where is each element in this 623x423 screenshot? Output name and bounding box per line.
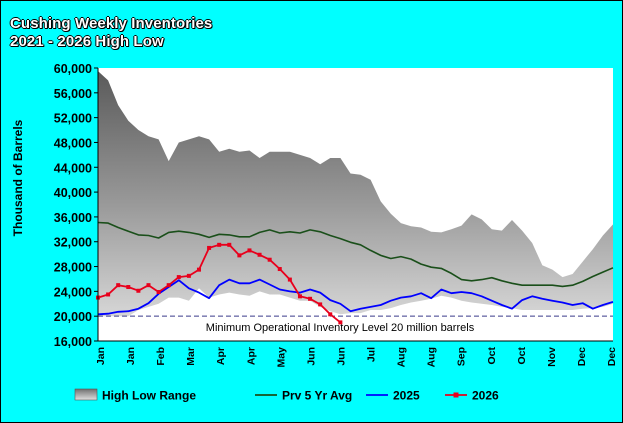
x-tick-label: Jun — [336, 347, 348, 366]
x-tick-label: Oct — [516, 347, 528, 365]
series-2025-line — [97, 278, 614, 316]
x-tick-label: Dec — [606, 347, 618, 366]
series-2026-point — [237, 253, 242, 258]
series-2026-point — [106, 292, 111, 297]
x-tick-label: Sep — [456, 347, 468, 366]
series-2026-point — [308, 296, 313, 301]
y-tick-label: 52,000 — [54, 112, 92, 126]
legend-prv-5yr-avg-label: Prv 5 Yr Avg — [282, 389, 352, 403]
x-tick-label: Aug — [396, 347, 408, 367]
series-2026-point — [217, 242, 222, 247]
series-2026-point — [156, 289, 161, 294]
series-2026-point — [257, 252, 262, 257]
x-tick-label: Dec — [576, 347, 588, 366]
x-tick-label: Feb — [155, 347, 167, 366]
series-2026-point — [287, 277, 292, 282]
series-2026-point — [196, 267, 201, 272]
series-2026-point — [328, 312, 333, 317]
legend-high-low-range-label: High Low Range — [102, 389, 196, 403]
high-low-range-area — [98, 71, 613, 317]
y-tick-label: 40,000 — [54, 186, 92, 200]
x-tick-label: Nov — [546, 347, 558, 367]
x-tick-label: Jan — [125, 347, 137, 365]
series-2026-point — [207, 245, 212, 250]
series-2026-point — [318, 302, 323, 307]
series-2026-point — [116, 283, 121, 288]
series-2026-point — [136, 288, 141, 293]
x-tick-label: Apr — [245, 347, 257, 365]
legend: High Low Range Prv 5 Yr Avg 2025 2026 — [74, 388, 499, 403]
y-tick-label: 28,000 — [54, 261, 92, 275]
y-tick-label: 32,000 — [54, 236, 92, 250]
y-tick-label: 48,000 — [54, 136, 92, 150]
series-2026-point — [277, 267, 282, 272]
axes: 60,000 56,000 52,000 48,000 44,000 40,000 36,0… — [54, 62, 618, 367]
min-operational-line-group: Minimum Operational Inventory Level 20 m… — [98, 315, 613, 334]
x-tick-label: Apr — [215, 347, 227, 365]
y-tick-label: 24,000 — [54, 285, 92, 299]
chart-title-line1: Cushing Weekly Inventories — [10, 15, 213, 32]
legend-2026-label: 2026 — [472, 389, 499, 403]
series-2026-point — [247, 248, 252, 253]
y-tick-label: 56,000 — [54, 87, 92, 101]
chart-title-line2: 2021 - 2026 High Low — [10, 33, 164, 50]
series-2026-point — [297, 294, 302, 299]
x-tick-label: Oct — [486, 347, 498, 365]
x-tick-label: May — [275, 347, 287, 368]
high-low-range-band — [98, 71, 613, 317]
y-tick-label: 60,000 — [54, 62, 92, 76]
series-2026-point — [338, 320, 343, 325]
x-tick-label: Jun — [305, 347, 317, 366]
series-2026-point — [126, 285, 131, 290]
series-2026-point — [176, 275, 181, 280]
min-operational-annotation: Minimum Operational Inventory Level 20 m… — [206, 322, 475, 334]
x-tick-label: Aug — [426, 347, 438, 367]
series-2026-point — [227, 242, 232, 247]
x-tick-label: Jul — [366, 347, 378, 362]
legend-2025-label: 2025 — [393, 389, 420, 403]
legend-high-low-range-swatch — [74, 388, 98, 401]
x-tick-label: Mar — [185, 347, 197, 366]
series-2026-point — [146, 283, 151, 288]
x-tick-label: Jan — [95, 347, 107, 365]
y-tick-label: 36,000 — [54, 211, 92, 225]
series-2026-point — [166, 283, 171, 288]
legend-2026-marker — [453, 392, 459, 398]
series-lines — [96, 221, 614, 325]
series-2026-point — [186, 273, 191, 278]
series-2026-point — [267, 257, 272, 262]
y-axis-label: Thousand of Barrels — [11, 119, 25, 236]
prv-5yr-avg-line — [97, 221, 614, 288]
y-tick-label: 44,000 — [54, 161, 92, 175]
y-tick-label: 20,000 — [54, 310, 92, 324]
y-tick-label: 16,000 — [54, 335, 92, 349]
